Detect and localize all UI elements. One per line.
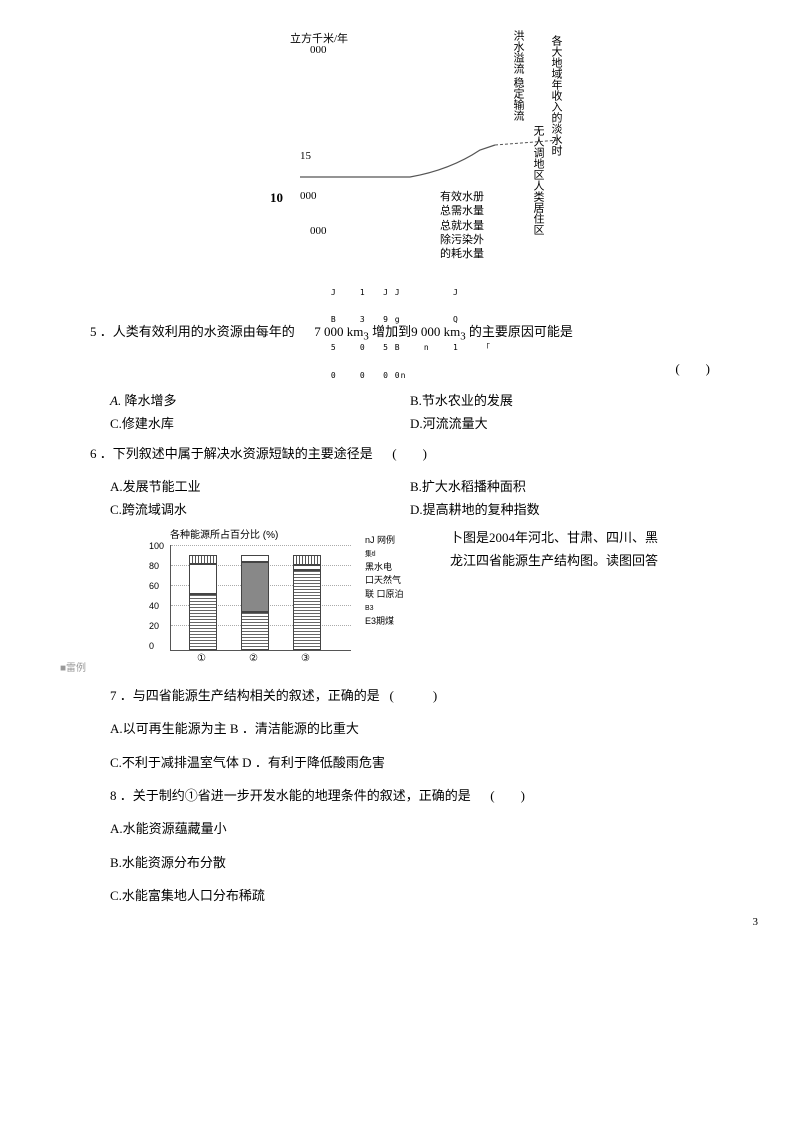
y-tick-10: 10 — [270, 190, 283, 206]
q8-num: 8 — [110, 788, 117, 803]
rs-1: 总需水量 — [440, 204, 484, 218]
xt-3: ③ — [301, 653, 310, 664]
q8-opt-b: B.水能资源分布分散 — [90, 851, 710, 874]
yt-80: 80 — [149, 561, 159, 571]
q8-opt-a: A.水能资源蕴藏量小 — [90, 817, 710, 840]
yt-100: 100 — [149, 541, 164, 551]
right-stack: 有效水册 总需水量 总就水量 除污染外 的耗水量 — [440, 190, 484, 261]
bar-2 — [241, 555, 269, 650]
bar-3 — [293, 555, 321, 650]
q5-opt-c: C.修建水库 — [110, 413, 410, 432]
yt-20: 20 — [149, 621, 159, 631]
q6-num: 6 — [90, 446, 97, 461]
q7-opt-c: C.不利于减排温室气体 — [110, 755, 239, 770]
q7-paren: ( ) — [390, 688, 438, 703]
fig2-intro-b: 龙江四省能源生产结构图。读图回答 — [450, 549, 710, 572]
q7-opts-cd: C.不利于减排温室气体 D ．有利于降低酸雨危害 — [90, 751, 710, 774]
q7-opts-ab: A.以可再生能源为主 B ．清洁能源的比重大 — [90, 717, 710, 740]
bar-1 — [189, 555, 217, 650]
bar-chart: 100 80 60 40 20 0 — [170, 545, 351, 651]
xt-1: ① — [197, 653, 206, 664]
q6-paren: ( ) — [392, 446, 427, 461]
y-tick-000: 000 — [310, 44, 327, 56]
q7-opt-d: ．有利于降低酸雨危害 — [255, 755, 385, 770]
q7-opt-b: ．清洁能源的比重大 — [242, 721, 359, 736]
q6-opt-c: C.跨流域调水 — [110, 499, 410, 518]
question-7: 7 ．与四省能源生产结构相关的叙述，正确的是 ( ) — [90, 684, 710, 707]
q7-opt-a: A.以可再生能源为主 — [110, 721, 227, 736]
yt-40: 40 — [149, 601, 159, 611]
vlabel-3: 无人调地区人类居住区 — [530, 125, 546, 235]
q8-paren: ( ) — [490, 788, 525, 803]
q6-text: ．下列叙述中属于解决水资源短缺的主要途径是 — [100, 446, 373, 461]
question-6: 6 ．下列叙述中属于解决水资源短缺的主要途径是 ( ) — [90, 442, 710, 465]
yt-0: 0 — [149, 641, 154, 651]
q7-num: 7 — [110, 688, 117, 703]
fig2-title: 各种能源所占百分比 (%) — [170, 526, 450, 541]
figure-energy-structure: 各种能源所占百分比 (%) 100 80 60 40 20 0 — [90, 526, 710, 651]
fig2-intro-a: 卜图是2004年河北、甘肃、四川、黑 — [450, 526, 710, 549]
q5-num: 5 — [90, 324, 97, 339]
q8-opt-c: C.水能富集地人口分布稀疏 — [90, 884, 710, 907]
rs-3: 除污染外 — [440, 233, 484, 247]
q5-text-a: ．人类有效利用的水资源由每年的 — [100, 324, 295, 339]
page-number: 3 — [753, 916, 759, 928]
q6-opt-b: B.扩大水稻播种面积 — [410, 476, 710, 495]
q7-text: ．与四省能源生产结构相关的叙述，正确的是 — [120, 688, 380, 703]
figure-water-resource: 立方千米/年 000 15 10 000 000 洪水溢流 稳定输流 各大地域年… — [210, 30, 710, 310]
yt-60: 60 — [149, 581, 159, 591]
vlabel-2: 各大地域年收入的淡水时 — [548, 35, 564, 156]
q8-text: ．关于制约①省进一步开发水能的地理条件的叙述，正确的是 — [120, 788, 471, 803]
x-axis-table: J 1 J J J B 3 9 g Q 5 0 5 B n 1 「 0 0 0 … — [325, 270, 491, 398]
rs-4: 的耗水量 — [440, 247, 484, 261]
q6-opt-d: D.提高耕地的复种指数 — [410, 499, 710, 518]
xt-2: ② — [249, 653, 258, 664]
rs-0: 有效水册 — [440, 190, 484, 204]
vlabel-1: 洪水溢流 稳定输流 — [510, 30, 526, 121]
legend-left: ■雷例 — [60, 659, 710, 674]
question-8: 8 ．关于制约①省进一步开发水能的地理条件的叙述，正确的是 ( ) — [90, 784, 710, 807]
q6-opt-a: A.发展节能工业 — [110, 476, 410, 495]
fig2-legend: nJ 网例 集tl 黑水电 口天然气 联 口原泊 B3 E3期煤 — [365, 534, 404, 629]
rs-2: 总就水量 — [440, 219, 484, 233]
q5-opt-d: D.河流流量大 — [410, 413, 710, 432]
